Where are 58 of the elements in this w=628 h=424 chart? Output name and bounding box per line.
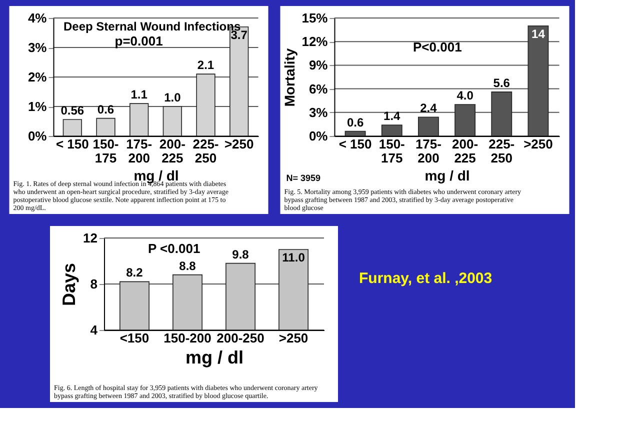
annotation: P<0.001 [413,40,462,54]
y-tick-label: 12% [302,34,328,50]
data-label: 1.4 [384,108,401,123]
x-tick-label: 200-225 [452,136,478,166]
data-label: 11.0 [282,250,306,264]
y-tick-label: 9% [308,58,328,73]
x-tick-label: >250 [278,330,308,346]
y-tick-label: 0% [28,128,48,144]
data-label: 5.6 [493,76,510,90]
x-tick-label: 225-250 [488,136,515,166]
x-tick-label: 200-250 [216,330,264,346]
x-tick-label: 150-175 [92,136,119,166]
x-tick-label: >250 [224,136,254,152]
y-tick-label: 6% [308,81,328,96]
bar [162,106,182,136]
y-tick-label: 1% [28,99,48,114]
x-tick-label: <150 [120,330,150,346]
y-axis-title: Days [59,262,80,306]
x-tick-label: 175-200 [126,136,152,166]
annotation: p=0.001 [114,34,163,49]
y-tick-label: 3% [28,40,48,55]
x-axis-title: mg / dl [424,168,470,184]
x-tick-label: 200-225 [159,136,186,166]
x-tick-label: 225-250 [192,136,219,166]
data-label: 4.0 [456,88,474,103]
y-tick-label: 15% [302,10,328,26]
bar [96,118,116,136]
x-tick-label: 150-175 [378,136,405,166]
data-label: 1.0 [164,90,182,104]
y-tick-label: 4 [90,322,98,338]
y-axis-title: Mortality [282,48,298,107]
y-tick-label: 4% [28,10,48,26]
bar [196,74,216,136]
text: N= 3959 [286,173,321,183]
y-tick-label: 8 [90,276,98,292]
x-tick-label: < 150 [338,136,372,152]
data-label: 0.56 [60,103,84,118]
x-axis-title: mg / dl [186,348,244,368]
x-tick-label: < 150 [56,136,89,152]
data-label: 2.1 [197,58,214,72]
bar [62,119,82,136]
y-tick-label: 12 [83,230,98,246]
data-label: 14 [532,26,546,41]
data-label: 0.6 [346,115,364,130]
x-tick-label: 150-200 [164,330,212,346]
x-tick-label: >250 [524,136,553,152]
data-label: 8.2 [126,266,144,280]
bar [130,103,149,136]
data-label: 1.1 [130,88,148,102]
data-label: 2.4 [420,101,438,116]
data-label: 9.8 [232,247,250,262]
y-tick-label: 3% [308,104,328,120]
x-tick-label: 175-200 [415,136,442,166]
data-label: 8.8 [179,258,196,273]
y-tick-label: 2% [28,70,48,84]
annotation: P <0.001 [148,241,200,256]
y-tick-label: 0% [308,128,328,144]
text: Furnay, et al. ,2003 [359,270,492,287]
